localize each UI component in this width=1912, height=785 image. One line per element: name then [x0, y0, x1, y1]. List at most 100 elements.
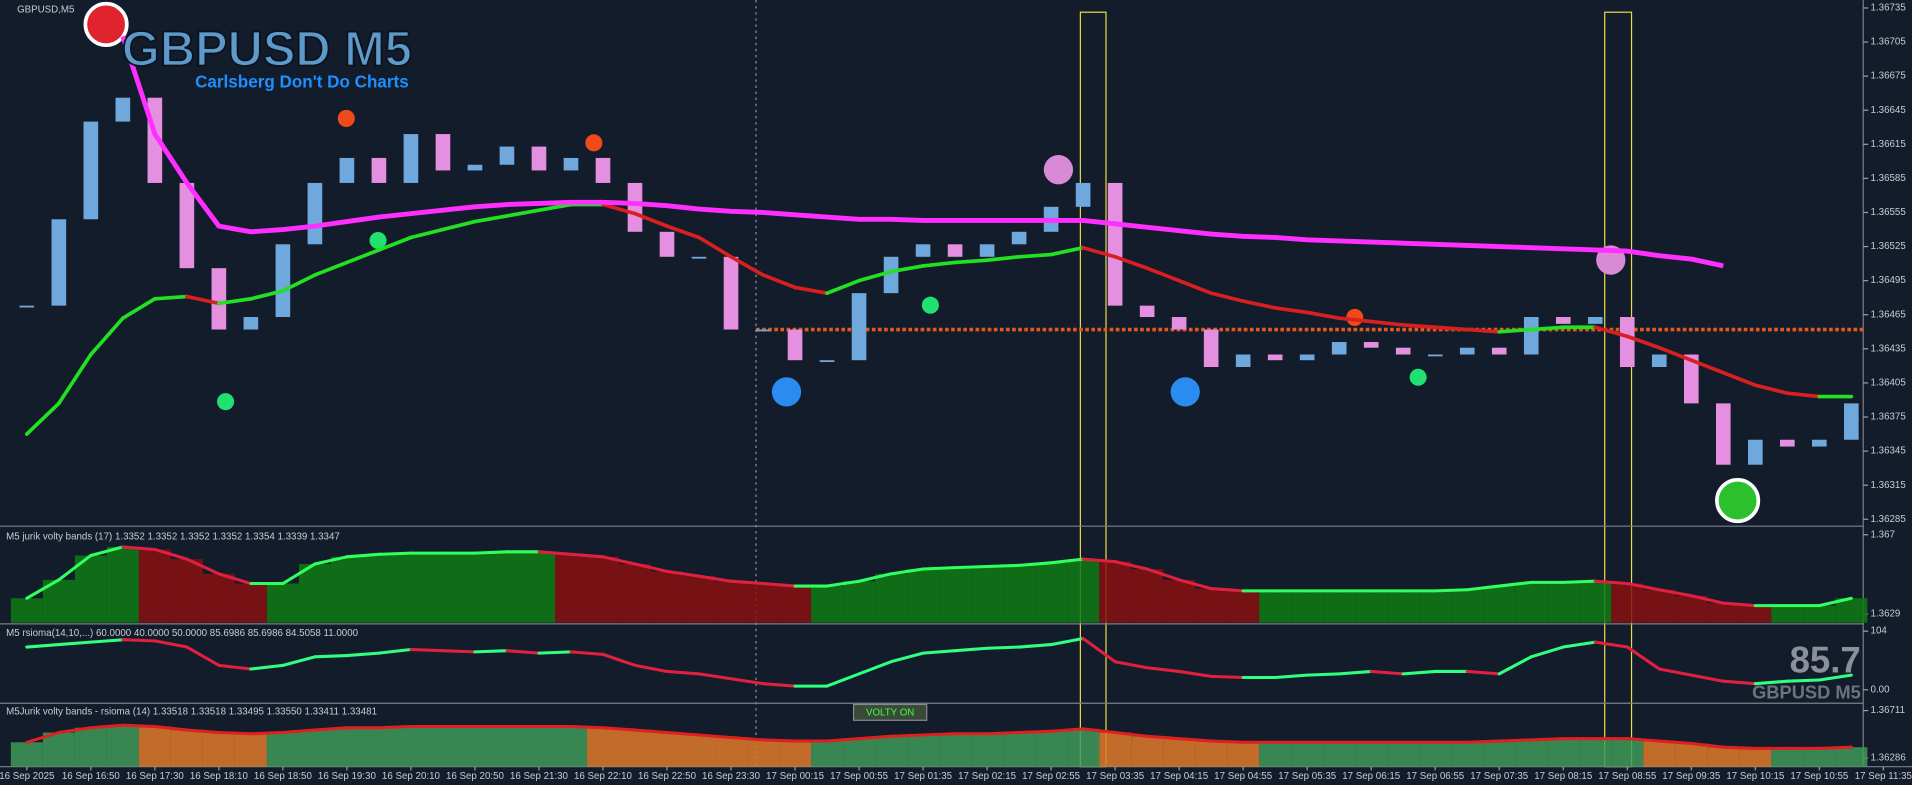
indicator-segment: [89, 723, 125, 730]
y-tick-label: 1.36435: [1871, 343, 1907, 354]
indicator-segment: [985, 731, 1021, 736]
histogram-bar: [330, 556, 363, 623]
histogram-bar: [1547, 738, 1580, 767]
histogram-bar: [1547, 582, 1580, 623]
indicator-segment: [1113, 731, 1149, 738]
histogram-bar: [298, 730, 331, 767]
candle: [1299, 354, 1315, 361]
y-tick-label: 1.36645: [1871, 105, 1907, 116]
candle: [1715, 403, 1731, 465]
candle: [851, 293, 867, 361]
candle: [1363, 342, 1379, 348]
y-tick-label: 1.3629: [1871, 609, 1901, 620]
indicator-segment: [377, 724, 413, 730]
indicator-segment: [89, 545, 125, 557]
indicator-segment: [569, 650, 605, 656]
histogram-bar: [1035, 731, 1068, 767]
histogram-bar: [1803, 748, 1836, 767]
indicator-segment: [281, 562, 317, 586]
candle: [211, 268, 227, 330]
signal-dot: [217, 393, 235, 411]
histogram-bar: [1419, 742, 1452, 767]
indicator-segment: [1817, 745, 1853, 750]
x-tick-label: 16 Sep 16:50: [62, 771, 121, 782]
histogram-bar: [458, 726, 491, 767]
pane-title: M5Jurik volty bands - rsioma (14) 1.3351…: [6, 706, 377, 717]
candle: [1619, 317, 1635, 368]
x-tick-label: 17 Sep 00:15: [766, 771, 825, 782]
candle: [979, 244, 995, 257]
histogram-bar: [1675, 743, 1708, 767]
histogram-bar: [298, 563, 331, 623]
histogram-bar: [1291, 742, 1324, 767]
histogram-bar: [907, 734, 940, 767]
long-ma-line: [120, 35, 1724, 269]
indicator-segment: [889, 567, 925, 576]
slow-ma-segment: [217, 297, 253, 306]
indicator-segment: [1593, 579, 1629, 586]
indicator-segment: [569, 552, 605, 559]
x-tick-label: 16 Sep 2025: [0, 771, 55, 782]
slow-ma-segment: [985, 254, 1021, 263]
x-tick-label: 17 Sep 10:55: [1790, 771, 1849, 782]
indicator-segment: [1369, 669, 1405, 676]
histogram-bar: [1163, 579, 1196, 623]
histogram-bar: [1035, 562, 1068, 623]
histogram-bar: [426, 726, 459, 767]
histogram-bar: [1835, 747, 1868, 767]
histogram-bar: [683, 734, 716, 767]
slow-ma-segment: [1497, 327, 1534, 334]
indicator-segment: [1209, 587, 1245, 593]
histogram-bar: [1451, 742, 1484, 767]
indicator-segment: [697, 733, 733, 739]
indicator-segment: [537, 550, 573, 556]
indicator-segment: [1529, 645, 1565, 659]
histogram-bar: [1387, 590, 1420, 623]
indicator-segment: [985, 563, 1021, 569]
indicator-segment: [153, 724, 189, 732]
indicator-segment: [1433, 588, 1469, 593]
histogram-bar: [458, 553, 491, 623]
indicator-segment: [697, 574, 733, 583]
histogram-bar: [683, 576, 716, 623]
candle: [19, 305, 35, 308]
candle: [563, 157, 579, 171]
indicator-segment: [217, 572, 253, 586]
candle: [819, 360, 835, 363]
slow-ma-segment: [1753, 383, 1790, 395]
slow-ma-segment: [1625, 334, 1662, 350]
slow-ma-segment: [89, 316, 125, 357]
candle: [1395, 347, 1411, 355]
histogram-bar: [1131, 736, 1164, 767]
plot: 1.36735 1.36705 1.36675 1.36645 1.36615 1.365…: [0, 3, 1912, 783]
indicator-segment: [25, 731, 61, 744]
histogram-bar: [875, 573, 908, 623]
histogram-bar: [10, 742, 43, 767]
indicator-segment: [1049, 557, 1085, 565]
indicator-segment: [1049, 636, 1085, 647]
slow-ma-segment: [633, 211, 669, 228]
candle: [1812, 439, 1827, 447]
indicator-segment: [217, 731, 253, 736]
indicator-segment: [761, 582, 797, 588]
histogram-bar: [811, 586, 844, 623]
x-tick-label: 16 Sep 23:30: [702, 771, 761, 782]
slow-ma-segment: [793, 285, 829, 295]
indicator-segment: [1465, 739, 1501, 744]
indicator-segment: [121, 638, 157, 643]
indicator-segment: [1145, 666, 1181, 673]
slow-ma-segment: [1113, 254, 1149, 270]
x-tick-label: 17 Sep 02:55: [1022, 771, 1081, 782]
x-tick-label: 17 Sep 01:35: [894, 771, 953, 782]
x-tick-label: 17 Sep 02:15: [958, 771, 1017, 782]
histogram-bar: [1483, 741, 1516, 767]
slow-ma-segment: [697, 235, 733, 259]
histogram-bar: [651, 571, 684, 623]
indicator-segment: [569, 724, 605, 730]
indicator-segment: [537, 650, 573, 655]
indicator-segment: [601, 726, 637, 732]
x-tick-label: 17 Sep 08:55: [1598, 771, 1657, 782]
indicator-segment: [1689, 673, 1725, 683]
indicator-segment: [1817, 673, 1853, 682]
y-tick-label: 1.36405: [1871, 378, 1907, 389]
